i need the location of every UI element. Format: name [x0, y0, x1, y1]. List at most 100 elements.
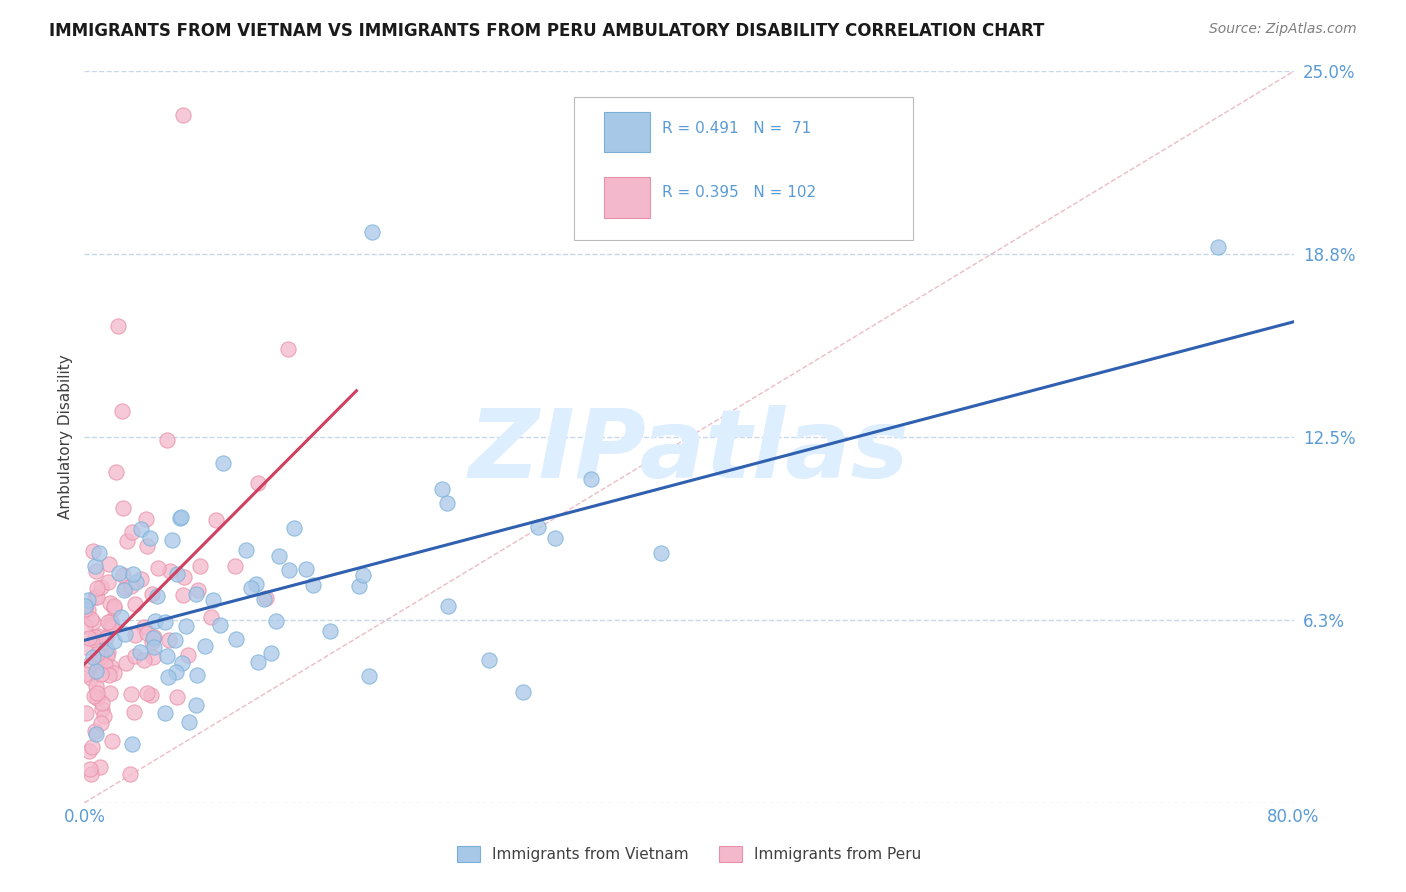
FancyBboxPatch shape — [605, 112, 650, 152]
Point — [124, 597, 146, 611]
Point — [87, 546, 110, 560]
Point — [170, 509, 193, 524]
Point — [86, 664, 108, 678]
Point — [115, 533, 138, 548]
Point — [193, 639, 215, 653]
Text: Source: ZipAtlas.com: Source: ZipAtlas.com — [1209, 22, 1357, 37]
Point — [98, 618, 121, 632]
Point — [142, 650, 165, 665]
Point — [209, 617, 232, 632]
Point — [77, 657, 100, 672]
Point — [83, 630, 105, 644]
Point — [87, 629, 110, 643]
Point — [91, 702, 114, 716]
Point — [205, 513, 228, 527]
Point — [84, 564, 107, 578]
Point — [141, 587, 163, 601]
Point — [100, 660, 122, 674]
Point — [165, 665, 187, 679]
Point — [90, 715, 112, 730]
Point — [543, 531, 565, 545]
Point — [135, 686, 157, 700]
Point — [79, 762, 101, 776]
Point — [512, 685, 534, 699]
Point — [186, 668, 208, 682]
Point — [98, 686, 121, 700]
Point — [1206, 240, 1229, 254]
Point — [83, 632, 105, 647]
Point — [86, 581, 108, 595]
Point — [212, 456, 235, 470]
Point — [97, 557, 120, 571]
Point — [83, 559, 105, 574]
Point — [120, 578, 142, 592]
Point — [90, 581, 112, 595]
Point — [83, 689, 105, 703]
Point — [111, 500, 134, 515]
Point — [201, 592, 224, 607]
Point — [166, 567, 188, 582]
Point — [432, 482, 454, 496]
Point — [110, 404, 132, 418]
Point — [98, 596, 121, 610]
Point — [142, 631, 165, 645]
Point — [124, 706, 146, 720]
Point — [156, 433, 179, 447]
Point — [112, 568, 135, 582]
Point — [110, 610, 132, 624]
Point — [86, 591, 108, 605]
Point — [155, 615, 177, 629]
Point — [135, 512, 157, 526]
Point — [246, 655, 269, 669]
Point — [86, 691, 108, 706]
Point — [75, 666, 97, 681]
Point — [80, 671, 103, 685]
Point — [124, 648, 146, 663]
Text: ZIPatlas: ZIPatlas — [468, 405, 910, 499]
Point — [176, 619, 198, 633]
Point — [135, 539, 157, 553]
Point — [267, 549, 290, 563]
Point — [240, 581, 263, 595]
Point — [146, 589, 169, 603]
Point — [80, 612, 103, 626]
Point — [101, 734, 124, 748]
Point — [97, 645, 120, 659]
Point — [165, 632, 187, 647]
Point — [82, 650, 104, 665]
Point — [349, 579, 371, 593]
Point — [94, 657, 117, 672]
Point — [277, 343, 299, 357]
Legend: Immigrants from Vietnam, Immigrants from Peru: Immigrants from Vietnam, Immigrants from… — [450, 840, 928, 868]
Point — [129, 572, 152, 586]
Point — [73, 602, 96, 616]
Point — [352, 567, 374, 582]
Point — [103, 666, 125, 681]
Point — [319, 624, 342, 638]
Point — [143, 614, 166, 628]
Point — [121, 737, 143, 751]
Point — [94, 632, 117, 646]
Point — [253, 592, 276, 607]
Point — [172, 657, 194, 671]
Point — [112, 582, 135, 597]
Point — [80, 766, 103, 780]
Point — [188, 558, 211, 573]
Text: R = 0.491   N =  71: R = 0.491 N = 71 — [662, 121, 811, 136]
Point — [142, 631, 165, 645]
Point — [139, 688, 162, 702]
Point — [159, 564, 181, 578]
Point — [436, 496, 458, 510]
Text: R = 0.395   N = 102: R = 0.395 N = 102 — [662, 185, 817, 200]
Point — [77, 593, 100, 607]
Point — [75, 640, 97, 655]
Point — [114, 626, 136, 640]
Point — [247, 476, 270, 491]
Text: IMMIGRANTS FROM VIETNAM VS IMMIGRANTS FROM PERU AMBULATORY DISABILITY CORRELATIO: IMMIGRANTS FROM VIETNAM VS IMMIGRANTS FR… — [49, 22, 1045, 40]
Point — [96, 648, 118, 663]
Point — [225, 632, 247, 646]
Point — [97, 574, 120, 589]
Point — [146, 561, 169, 575]
Point — [98, 667, 121, 681]
Point — [93, 709, 115, 723]
